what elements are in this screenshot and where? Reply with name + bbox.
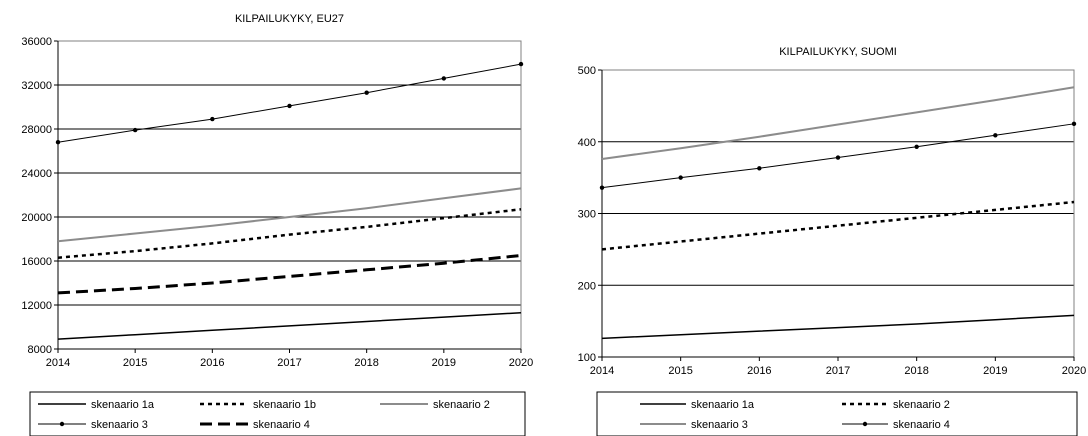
y-tick-label: 20000 xyxy=(21,212,52,224)
legend-marker xyxy=(59,421,65,427)
data-point xyxy=(364,90,369,95)
data-point xyxy=(441,76,447,81)
legend-label: skenaario 2 xyxy=(893,399,950,411)
series-line-2 xyxy=(601,200,1075,251)
y-tick-label: 400 xyxy=(578,137,596,149)
y-tick-label: 8000 xyxy=(28,344,52,356)
y-tick-label: 500 xyxy=(578,65,596,77)
x-tick-label: 2018 xyxy=(354,357,378,369)
x-tick-label: 2016 xyxy=(747,365,771,377)
chart-1: KILPAILUKYKY, EU27 8000 12000 16000 20000 240… xyxy=(21,13,533,436)
y-tick-label: 24000 xyxy=(21,168,52,180)
data-point xyxy=(757,166,762,171)
series-line-1 xyxy=(601,314,1075,340)
series-line-1 xyxy=(57,311,522,340)
x-tick-label: 2019 xyxy=(432,357,456,369)
plot-area xyxy=(57,40,522,350)
data-point xyxy=(518,61,524,67)
y-tick-label: 36000 xyxy=(21,36,52,48)
x-tick-label: 2016 xyxy=(200,357,224,369)
series-line-3 xyxy=(57,187,522,243)
y-tick-label: 200 xyxy=(578,280,596,292)
x-tick-label: 2017 xyxy=(826,365,850,377)
legend-label: skenaario 3 xyxy=(691,419,748,431)
data-point xyxy=(835,155,841,160)
series-line-4 xyxy=(57,63,522,143)
data-point xyxy=(914,144,919,149)
x-tick-label: 2015 xyxy=(668,365,692,377)
x-tick-label: 2019 xyxy=(983,365,1007,377)
x-tick-label: 2014 xyxy=(46,357,70,369)
y-tick-label: 300 xyxy=(578,209,596,221)
y-tick-label: 16000 xyxy=(21,256,52,268)
x-tick-label: 2015 xyxy=(123,357,147,369)
y-tick-label: 28000 xyxy=(21,124,52,136)
x-tick-label: 2020 xyxy=(509,357,533,369)
x-tick-label: 2018 xyxy=(904,365,928,377)
data-point xyxy=(210,116,215,122)
chart-title: KILPAILUKYKY, EU27 xyxy=(235,13,344,25)
chart-2: KILPAILUKYKY, SUOMI 100 200 300 400 500 2014 20… xyxy=(578,46,1086,436)
x-tick-label: 2017 xyxy=(277,357,301,369)
x-tick-label: 2020 xyxy=(1062,365,1086,377)
legend-label: skenaario 3 xyxy=(91,419,148,431)
legend-box xyxy=(29,391,526,436)
data-point xyxy=(678,175,683,180)
y-tick-label: 100 xyxy=(578,352,596,364)
chart-title: KILPAILUKYKY, SUOMI xyxy=(779,46,897,58)
legend-label: skenaario 2 xyxy=(433,399,490,411)
series-line-3 xyxy=(601,86,1075,160)
legend-label: skenaario 1a xyxy=(91,399,155,411)
legend-label: skenaario 4 xyxy=(253,419,310,431)
data-point xyxy=(599,185,605,190)
legend-label: skenaario 1b xyxy=(253,399,316,411)
data-point xyxy=(993,133,998,138)
legend-box xyxy=(596,391,1078,436)
series-line-2 xyxy=(57,208,522,259)
y-tick-label: 12000 xyxy=(21,300,52,312)
legend-marker xyxy=(862,421,868,427)
data-point xyxy=(1071,121,1077,127)
legend-label: skenaario 4 xyxy=(893,419,950,431)
legend-label: skenaario 1a xyxy=(691,399,755,411)
x-tick-label: 2014 xyxy=(590,365,614,377)
y-tick-label: 32000 xyxy=(21,80,52,92)
data-point xyxy=(55,140,61,145)
data-point xyxy=(132,127,138,133)
data-point xyxy=(287,103,292,109)
series-line-5 xyxy=(57,254,522,295)
